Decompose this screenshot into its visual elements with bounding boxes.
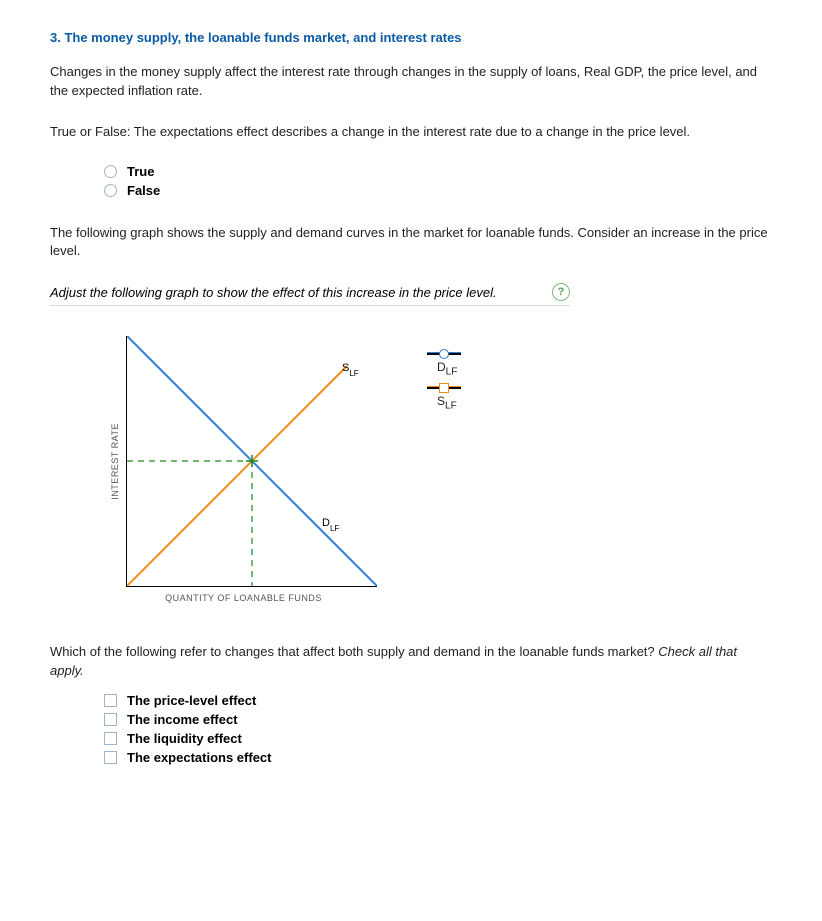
legend-supply-caption: SLF — [437, 394, 461, 411]
option-label: The liquidity effect — [127, 731, 242, 746]
y-axis-label: INTEREST RATE — [110, 423, 120, 500]
square-handle-icon — [439, 383, 449, 393]
instruction-row: Adjust the following graph to show the e… — [50, 283, 570, 306]
checkbox-icon[interactable] — [104, 751, 117, 764]
legend-demand-caption: DLF — [437, 360, 461, 377]
chart-legend: DLF SLF — [427, 346, 461, 419]
supply-demand-chart[interactable]: SLF DLF — [126, 336, 377, 587]
option-true-row[interactable]: True — [104, 164, 772, 179]
legend-supply-handle[interactable] — [427, 386, 461, 388]
checkbox-icon[interactable] — [104, 713, 117, 726]
option-false-row[interactable]: False — [104, 183, 772, 198]
intro-paragraph: Changes in the money supply affect the i… — [50, 63, 772, 101]
option-price-level[interactable]: The price-level effect — [104, 693, 772, 708]
checkbox-icon[interactable] — [104, 694, 117, 707]
circle-handle-icon — [439, 349, 449, 359]
mcq-options: The price-level effect The income effect… — [104, 693, 772, 765]
option-false-label: False — [127, 183, 160, 198]
option-true-label: True — [127, 164, 154, 179]
radio-icon[interactable] — [104, 165, 117, 178]
option-label: The price-level effect — [127, 693, 256, 708]
option-expectations[interactable]: The expectations effect — [104, 750, 772, 765]
x-axis-label: QUANTITY OF LOANABLE FUNDS — [165, 593, 322, 603]
chart-block: INTEREST RATE SLF DLF QUANTITY OF LOANABL… — [110, 336, 377, 603]
graph-intro: The following graph shows the supply and… — [50, 224, 772, 262]
help-icon[interactable]: ? — [552, 283, 570, 301]
true-false-options: True False — [50, 164, 772, 198]
instruction-text: Adjust the following graph to show the e… — [50, 285, 544, 300]
svg-text:DLF: DLF — [322, 517, 339, 533]
question-heading: 3. The money supply, the loanable funds … — [50, 30, 772, 45]
mcq-prompt: Which of the following refer to changes … — [50, 643, 772, 681]
option-label: The income effect — [127, 712, 238, 727]
checkbox-icon[interactable] — [104, 732, 117, 745]
option-label: The expectations effect — [127, 750, 272, 765]
chart-area: INTEREST RATE SLF DLF QUANTITY OF LOANABL… — [110, 336, 772, 603]
legend-demand-handle[interactable] — [427, 352, 461, 354]
option-income[interactable]: The income effect — [104, 712, 772, 727]
radio-icon[interactable] — [104, 184, 117, 197]
option-liquidity[interactable]: The liquidity effect — [104, 731, 772, 746]
true-false-prompt: True or False: The expectations effect d… — [50, 123, 772, 142]
svg-text:SLF: SLF — [342, 362, 359, 378]
